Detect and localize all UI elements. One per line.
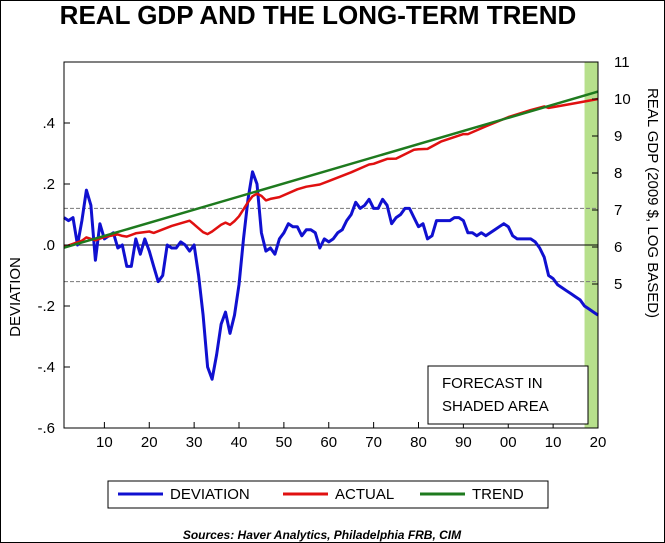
forecast-note-text: SHADED AREA (442, 398, 549, 415)
legend-label-deviation: DEVIATION (170, 486, 250, 503)
deviation-series-line (63, 170, 599, 381)
right-tick-label: 11 (614, 54, 630, 71)
left-tick-label: .4 (42, 115, 55, 132)
x-tick-label: 00 (500, 434, 517, 451)
x-tick-label: 40 (231, 434, 248, 451)
right-tick-label: 6 (614, 239, 622, 256)
chart-title: REAL GDP AND THE LONG-TERM TREND (60, 0, 577, 30)
x-tick-label: 70 (365, 434, 382, 451)
legend-label-trend: TREND (472, 486, 524, 503)
legend: DEVIATION ACTUAL TREND (107, 480, 549, 509)
x-tick-label: 60 (320, 434, 337, 451)
left-tick-label: -.4 (37, 359, 55, 376)
right-tick-label: 10 (614, 91, 631, 108)
left-tick-label: -.6 (37, 420, 55, 437)
plot-area: 10 20 30 40 50 60 70 80 90 00 10 20 .4 .2 .0 -.2 -.4 -.6 5… (37, 54, 630, 451)
x-tick-label: 50 (276, 434, 293, 451)
left-tick-label: .0 (42, 237, 55, 254)
legend-box (107, 480, 549, 509)
x-tick-label: 90 (455, 434, 472, 451)
right-tick-label: 7 (614, 202, 622, 219)
left-tick-label: -.2 (37, 298, 55, 315)
left-tick-label: .2 (42, 176, 55, 193)
actual-series-line (63, 97, 599, 249)
x-tick-label: 10 (96, 434, 113, 451)
sources-note: Sources: Haver Analytics, Philadelphia F… (183, 528, 462, 542)
forecast-note-text: FORECAST IN (442, 375, 543, 392)
x-tick-label: 80 (410, 434, 427, 451)
x-tick-label: 10 (545, 434, 562, 451)
legend-label-actual: ACTUAL (335, 486, 394, 503)
x-tick-label: 20 (141, 434, 158, 451)
left-axis-label: DEVIATION (7, 257, 24, 337)
x-tick-label: 20 (590, 434, 607, 451)
forecast-note-box (427, 365, 589, 425)
right-axis-label: REAL GDP (2009 $, LOG BASED) (644, 88, 661, 318)
trend-series-line (63, 90, 599, 249)
right-tick-label: 9 (614, 128, 622, 145)
right-tick-label: 5 (614, 276, 622, 293)
right-tick-label: 8 (614, 165, 622, 182)
x-tick-label: 30 (186, 434, 203, 451)
